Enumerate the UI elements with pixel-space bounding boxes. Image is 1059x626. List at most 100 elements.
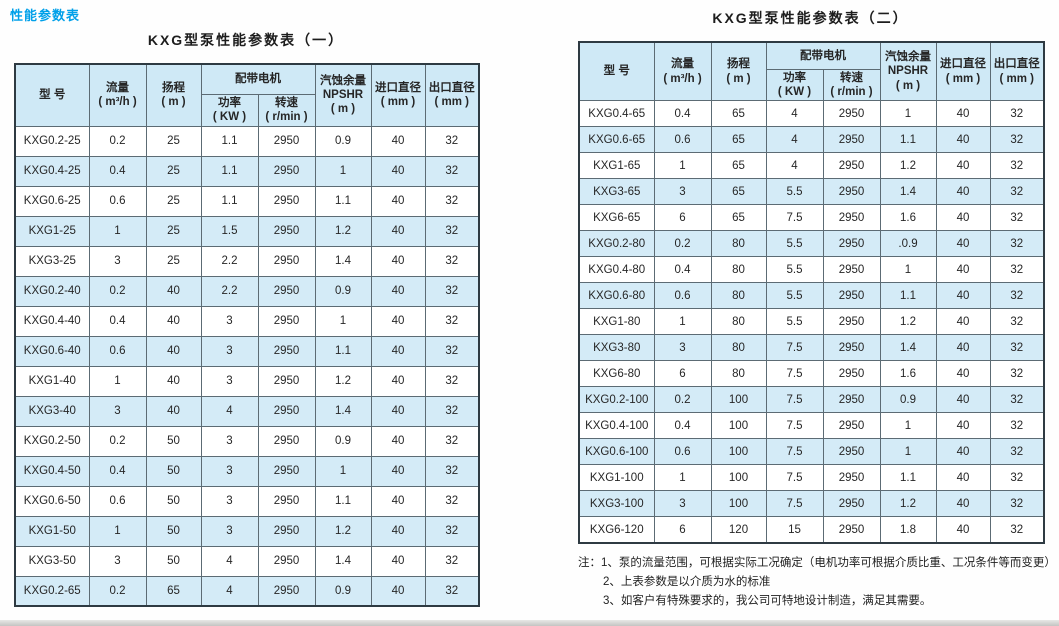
col-header-head: 扬程( m ): [710, 41, 767, 102]
table-cell: 2950: [257, 365, 316, 397]
table-cell: 3: [200, 515, 259, 547]
table-cell: KXG0.2-80: [578, 230, 655, 258]
table-cell: 32: [989, 490, 1045, 518]
table-cell: 1: [879, 256, 937, 284]
table-cell: 1: [314, 155, 372, 187]
table-cell: 32: [424, 545, 480, 577]
spec-table-2: 型 号 流量( m³/h ) 扬程( m ) 配带电机 汽蚀余量 NPSHR( m…: [578, 41, 1045, 544]
table-cell: 1.1: [314, 335, 372, 367]
table-panel-2: KXG型泵性能参数表（二） 型 号 流量( m³/h ) 扬程( m ) 配带电…: [578, 8, 1056, 611]
table-cell: 3: [200, 335, 259, 367]
table-cell: 7.5: [765, 438, 824, 466]
table-cell: 40: [370, 395, 426, 427]
table-cell: 0.9: [314, 575, 372, 607]
table-cell: 2.2: [200, 245, 259, 277]
table-cell: KXG1-100: [578, 464, 655, 492]
table-cell: KXG0.4-80: [578, 256, 655, 284]
table-cell: 1.5: [200, 215, 259, 247]
table-cell: 3: [200, 455, 259, 487]
table-cell: 25: [145, 155, 202, 187]
table-cell: 32: [989, 386, 1045, 414]
table-cell: 2950: [257, 545, 316, 577]
col-header-flow: 流量( m³/h ): [653, 41, 712, 102]
table-cell: 1.2: [879, 490, 937, 518]
table-cell: KXG0.4-100: [578, 412, 655, 440]
table-cell: 0.2: [653, 386, 712, 414]
table-cell: 2950: [822, 360, 881, 388]
table-cell: KXG3-40: [14, 395, 90, 427]
table-row: KXG0.2-100 0.2 100 7.5 2950 0.9 40 32: [578, 386, 1045, 414]
table-cell: 1: [879, 100, 937, 128]
table-cell: 40: [935, 230, 991, 258]
table-cell: KXG0.6-50: [14, 485, 90, 517]
table-cell: 32: [989, 178, 1045, 206]
table-row: KXG1-50 1 50 3 2950 1.2 40 32: [14, 515, 480, 547]
table-cell: 2950: [822, 438, 881, 466]
table-cell: 1.1: [200, 155, 259, 187]
table-cell: 32: [424, 335, 480, 367]
table-row: KXG0.4-65 0.4 65 4 2950 1 40 32: [578, 100, 1045, 128]
table-cell: 25: [145, 215, 202, 247]
table-cell: 32: [989, 230, 1045, 258]
table-cell: KXG0.2-100: [578, 386, 655, 414]
table-cell: 32: [424, 455, 480, 487]
table-cell: 40: [935, 490, 991, 518]
col-header-power: 功率( KW ): [200, 93, 259, 127]
table-cell: 40: [370, 425, 426, 457]
table-cell: KXG0.2-40: [14, 275, 90, 307]
table-cell: KXG1-50: [14, 515, 90, 547]
table-cell: 25: [145, 125, 202, 157]
table-row: KXG3-80 3 80 7.5 2950 1.4 40 32: [578, 334, 1045, 362]
table-cell: 50: [145, 485, 202, 517]
table-row: KXG0.4-50 0.4 50 3 2950 1 40 32: [14, 455, 480, 487]
table-cell: KXG0.4-65: [578, 100, 655, 128]
table-cell: 5.5: [765, 230, 824, 258]
table-cell: 80: [710, 334, 767, 362]
table-cell: 40: [935, 438, 991, 466]
table-row: KXG0.4-25 0.4 25 1.1 2950 1 40 32: [14, 155, 480, 187]
table-cell: 2950: [822, 334, 881, 362]
table-cell: 40: [145, 395, 202, 427]
note-text: 1、泵的流量范围，可根据实际工况确定（电机功率可根据介质比重、工况条件等而变更）: [601, 556, 1056, 569]
table-row: KXG1-25 1 25 1.5 2950 1.2 40 32: [14, 215, 480, 247]
table-cell: KXG0.4-50: [14, 455, 90, 487]
table-cell: 2950: [257, 335, 316, 367]
table-cell: 5.5: [765, 308, 824, 336]
table-cell: 40: [935, 308, 991, 336]
table-cell: 40: [935, 100, 991, 128]
table-cell: 1.2: [879, 152, 937, 180]
table-cell: 0.2: [653, 230, 712, 258]
table-cell: 32: [424, 125, 480, 157]
table-cell: 1.2: [314, 365, 372, 397]
table-cell: 40: [935, 282, 991, 310]
table-cell: 32: [424, 215, 480, 247]
table-cell: 0.6: [88, 335, 147, 367]
note-line-2: 2、上表参数是以介质为水的标准: [603, 575, 771, 588]
table-cell: 2950: [257, 245, 316, 277]
table-cell: KXG0.2-50: [14, 425, 90, 457]
table-cell: 5.5: [765, 256, 824, 284]
table-panel-1: KXG型泵性能参数表（一） 型 号 流量( m³/h ) 扬程( m ) 配带电…: [14, 30, 480, 607]
table-cell: 32: [424, 515, 480, 547]
table-cell: 3: [88, 545, 147, 577]
table-body-2: KXG0.4-65 0.4 65 4 2950 1 40 32 KXG0.6-65 0.6 65 4 2…: [578, 100, 1045, 544]
col-header-npshr: 汽蚀余量 NPSHR( m ): [314, 63, 372, 127]
table-cell: 1: [88, 215, 147, 247]
table-cell: 2950: [257, 575, 316, 607]
table-cell: 32: [424, 395, 480, 427]
table-row: KXG0.2-25 0.2 25 1.1 2950 0.9 40 32: [14, 125, 480, 157]
table-cell: 6: [653, 516, 712, 544]
table-cell: 40: [145, 305, 202, 337]
table-cell: 80: [710, 282, 767, 310]
table-row: KXG6-65 6 65 7.5 2950 1.6 40 32: [578, 204, 1045, 232]
table-cell: 2950: [822, 256, 881, 284]
table-cell: 80: [710, 256, 767, 284]
table-cell: 65: [710, 178, 767, 206]
table-cell: 40: [370, 215, 426, 247]
table-cell: 2950: [822, 412, 881, 440]
table-cell: KXG0.6-80: [578, 282, 655, 310]
table-cell: 32: [989, 464, 1045, 492]
table-cell: 2.2: [200, 275, 259, 307]
table-cell: 25: [145, 245, 202, 277]
